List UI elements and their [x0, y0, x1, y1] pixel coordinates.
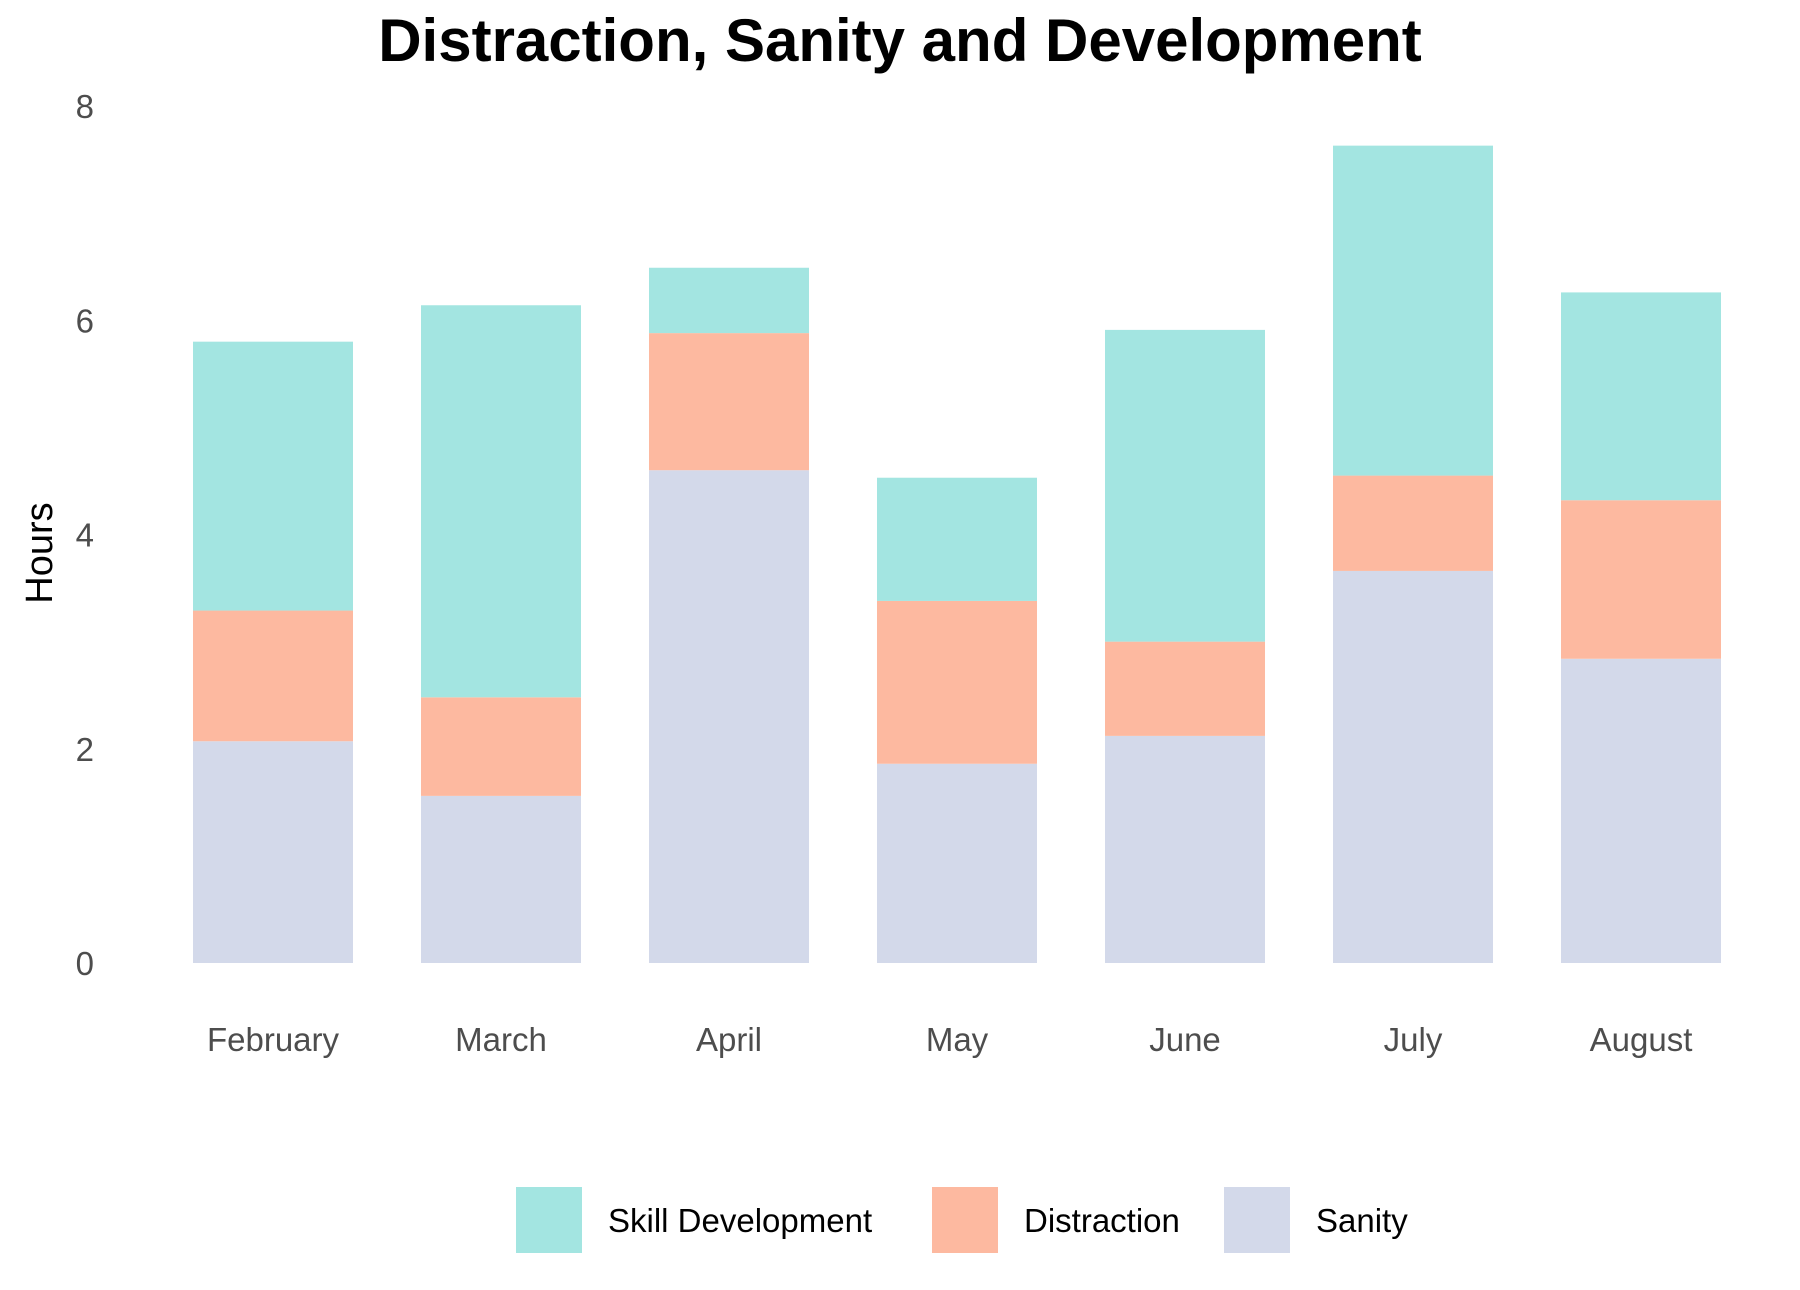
- y-tick-label: 8: [76, 88, 94, 125]
- bar-skill-development-april: [649, 267, 809, 334]
- chart-title: Distraction, Sanity and Development: [378, 7, 1422, 74]
- bar-distraction-april: [649, 333, 809, 471]
- bars-layer: [193, 145, 1721, 963]
- x-tick-label: May: [926, 1021, 989, 1058]
- bar-distraction-june: [1105, 641, 1265, 736]
- legend: Skill Development Distraction Sanity: [516, 1187, 1408, 1253]
- y-tick-label: 4: [76, 517, 94, 554]
- legend-label-sanity: Sanity: [1316, 1202, 1408, 1239]
- legend-key-distraction: [932, 1187, 998, 1253]
- bar-sanity-july: [1333, 570, 1493, 963]
- bar-skill-development-march: [421, 305, 581, 698]
- x-axis: February March April May June July August: [207, 1021, 1692, 1058]
- bar-skill-development-february: [193, 341, 353, 611]
- x-tick-label: August: [1590, 1021, 1693, 1058]
- y-tick-label: 6: [76, 302, 94, 339]
- bar-skill-development-june: [1105, 329, 1265, 642]
- legend-label-skill-development: Skill Development: [608, 1202, 872, 1239]
- bar-sanity-may: [877, 763, 1037, 963]
- bar-sanity-april: [649, 470, 809, 963]
- bar-skill-development-may: [877, 477, 1037, 601]
- y-tick-label: 2: [76, 731, 94, 768]
- bar-distraction-july: [1333, 475, 1493, 571]
- y-tick-label: 0: [76, 945, 94, 982]
- bar-sanity-august: [1561, 658, 1721, 963]
- bar-sanity-february: [193, 741, 353, 963]
- legend-key-skill-development: [516, 1187, 582, 1253]
- bar-sanity-march: [421, 795, 581, 963]
- legend-label-distraction: Distraction: [1024, 1202, 1180, 1239]
- bar-sanity-june: [1105, 735, 1265, 963]
- x-tick-label: April: [696, 1021, 762, 1058]
- bar-distraction-may: [877, 600, 1037, 764]
- y-axis: 0 2 4 6 8: [76, 88, 94, 982]
- x-tick-label: February: [207, 1021, 340, 1058]
- y-axis-title: Hours: [19, 502, 61, 603]
- x-tick-label: July: [1384, 1021, 1443, 1058]
- bar-skill-development-august: [1561, 292, 1721, 501]
- bar-distraction-february: [193, 610, 353, 742]
- bar-distraction-march: [421, 697, 581, 796]
- x-tick-label: March: [455, 1021, 547, 1058]
- legend-key-sanity: [1224, 1187, 1290, 1253]
- x-tick-label: June: [1149, 1021, 1221, 1058]
- bar-distraction-august: [1561, 500, 1721, 659]
- bar-skill-development-july: [1333, 145, 1493, 476]
